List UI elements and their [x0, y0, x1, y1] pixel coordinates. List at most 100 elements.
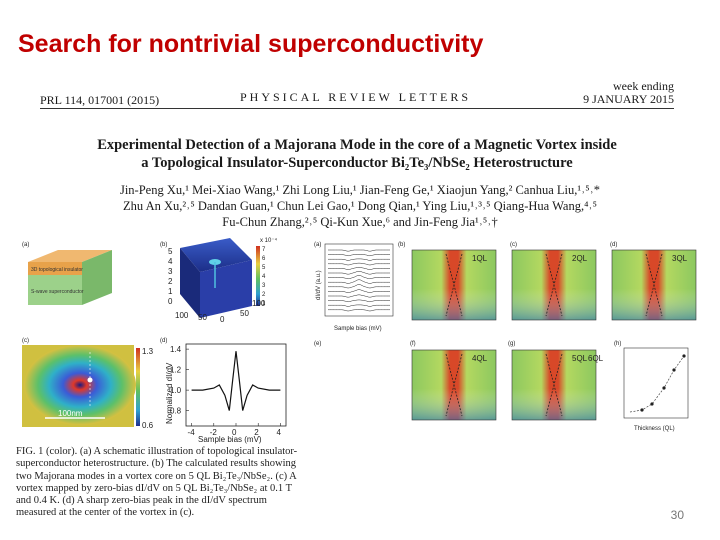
layer-label: 2QL — [572, 254, 588, 263]
panel-label-right-b: (b) — [398, 242, 405, 248]
thickness-points — [640, 354, 686, 412]
stack-spectrum — [328, 275, 390, 280]
sc-layer — [28, 275, 82, 305]
authors-line-1: Jin-Peng Xu,¹ Mei-Xiao Wang,¹ Zhi Long L… — [119, 183, 601, 197]
linecut-map-frame — [511, 349, 597, 421]
b-y-tick-1: 50 — [240, 309, 249, 318]
authors-line-3: Fu-Chun Zhang,²˒⁵ Qi-Kun Xue,⁶ and Jin-F… — [222, 215, 498, 229]
figure-caption: FIG. 1 (color). (a) A schematic illustra… — [16, 446, 298, 519]
d-x-tick-label: 2 — [254, 428, 259, 437]
layer-label: 4QL — [472, 354, 488, 363]
thickness-point — [650, 402, 654, 406]
gap-edge-right — [453, 353, 463, 417]
gap-edge-right — [453, 253, 463, 317]
slide-title: Search for nontrivial superconductivity — [18, 30, 484, 58]
spectra-stack-frame — [324, 243, 394, 317]
panel-d-spectrum-chart: (d) Normalized dI/dV Sample bias (mV) 1.… — [160, 338, 287, 444]
b-y-tick-2: 100 — [252, 299, 266, 308]
layer-label: 1QL — [472, 254, 488, 263]
top-face — [28, 250, 112, 262]
ti-layer — [28, 262, 82, 275]
d-y-ticks: 1.4 1.2 1.0 0.8 — [170, 345, 189, 416]
authors-line-2: Zhu An Xu,²˒⁵ Dandan Guan,¹ Chun Lei Gao… — [123, 199, 597, 213]
colorbar-max: 1.3 — [142, 347, 154, 356]
linecut-map-frame — [411, 249, 497, 321]
stack-spectrum — [328, 249, 390, 252]
layer-label: 3QL — [672, 254, 688, 263]
stack-spectrum — [328, 289, 390, 293]
week-label: week ending — [613, 79, 674, 93]
stack-y-label: dI/dV (a.u.) — [316, 270, 322, 300]
stack-spectrum — [328, 258, 390, 261]
panel-c-colorbar — [136, 348, 140, 426]
paper-title-line-1: Experimental Detection of a Majorana Mod… — [97, 137, 617, 153]
d-x-axis-label: Sample bias (mV) — [198, 435, 262, 444]
stack-spectrum — [328, 270, 390, 275]
right-figure-block: (a) (b) (c) (d) (e) (f) (g) (h) dI/dV (a… — [314, 242, 697, 432]
b-z-tick: 3 — [168, 267, 173, 276]
d-x-tick-label: -2 — [210, 428, 218, 437]
stack-spectrum — [328, 284, 390, 289]
scalebar-label: 100nm — [58, 409, 83, 418]
panel-c-vortex-map: (c) 100nm 1.3 0.6 — [22, 338, 154, 430]
panel-a-schematic: (a) 3D topological insulator S-wave supe… — [22, 242, 112, 305]
thickness-x-label: Thickness (QL) — [634, 426, 675, 432]
linecut-maps: 1QL 2QL 3QL 4QL 5QL 6QL — [411, 249, 697, 421]
journal-citation: PRL 114, 017001 (2015) — [40, 93, 160, 107]
thickness-plot-frame — [623, 347, 689, 419]
spectra-stack — [328, 249, 390, 312]
b-colorbar-tick: 7 — [262, 247, 266, 253]
box-front — [200, 260, 252, 318]
b-z-tick: 4 — [168, 257, 173, 266]
panel-b-colorbar — [256, 246, 260, 306]
linecut-map-frame — [511, 249, 597, 321]
stack-spectrum — [328, 262, 390, 266]
layer-label-6: 6QL — [588, 354, 604, 363]
gap-edge-right — [553, 353, 563, 417]
d-x-ticks: -4 -2 0 2 4 — [188, 423, 281, 437]
header-rule — [40, 108, 674, 109]
d-x-tick-label: 4 — [276, 428, 281, 437]
d-y-tick-label: 0.8 — [170, 407, 182, 416]
d-y-tick-label: 1.0 — [170, 386, 182, 395]
journal-date: week ending 9 JANUARY 2015 — [583, 80, 674, 106]
b-x-tick-3: 0 — [220, 315, 225, 324]
panel-label-right-c: (c) — [510, 242, 517, 248]
issue-date: 9 JANUARY 2015 — [583, 92, 674, 106]
journal-name: PHYSICAL REVIEW LETTERS — [240, 90, 471, 104]
box-top — [180, 238, 252, 272]
scale-label: x 10⁻⁴ — [260, 237, 278, 244]
b-colorbar-tick: 2 — [262, 292, 266, 298]
panel-label-right-e: (e) — [314, 341, 321, 347]
journal-header: PRL 114, 017001 (2015) PHYSICAL REVIEW L… — [40, 80, 674, 110]
author-list: Jin-Peng Xu,¹ Mei-Xiao Wang,¹ Zhi Long L… — [80, 182, 640, 230]
page-number: 30 — [670, 508, 684, 522]
thickness-point — [640, 408, 644, 412]
b-colorbar-tick: 6 — [262, 256, 266, 262]
side-face — [82, 250, 112, 305]
paper-title: Experimental Detection of a Majorana Mod… — [40, 136, 674, 172]
panel-label-right-h: (h) — [614, 341, 621, 347]
paper-title-line-2: a Topological Insulator-Superconductor B… — [141, 155, 573, 171]
colorbar-min: 0.6 — [142, 421, 154, 430]
panel-label-right-g: (g) — [508, 341, 515, 347]
panel-label-a: (a) — [22, 242, 29, 248]
thickness-point — [672, 368, 676, 372]
colorbar-ticks: 7 6 5 4 3 2 1 — [262, 247, 266, 307]
plot-frame — [185, 343, 287, 427]
stack-spectrum — [328, 279, 390, 284]
b-x-tick-1: 100 — [175, 311, 189, 320]
panel-label-b: (b) — [160, 242, 167, 248]
d-y-tick-label: 1.4 — [170, 345, 182, 354]
layer-label: 5QL — [572, 354, 588, 363]
b-z-tick: 1 — [168, 287, 173, 296]
gap-edge-right — [553, 253, 563, 317]
thickness-trend — [629, 355, 685, 413]
d-x-tick-label: -4 — [188, 428, 196, 437]
b-colorbar-tick: 4 — [262, 274, 266, 280]
thickness-point — [682, 354, 686, 358]
linecut-map-frame — [611, 249, 697, 321]
